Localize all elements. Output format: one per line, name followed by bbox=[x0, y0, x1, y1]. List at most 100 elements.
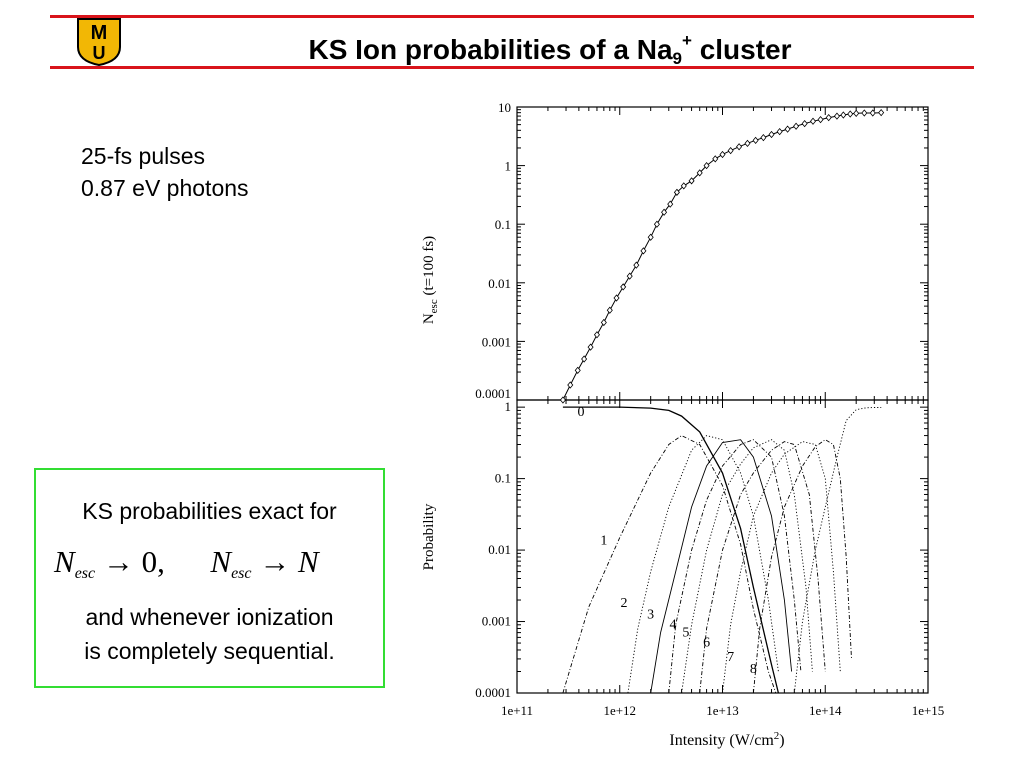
title-suffix: cluster bbox=[691, 34, 792, 65]
curve-label-8: 8 bbox=[750, 662, 757, 677]
nesc-marker bbox=[574, 366, 581, 375]
header-top-rule bbox=[50, 15, 974, 18]
nesc-marker bbox=[793, 122, 800, 130]
top-y-axis-label: Nesc (t=100 fs) bbox=[421, 236, 440, 324]
nesc-marker bbox=[776, 127, 783, 136]
nesc-marker bbox=[878, 109, 885, 117]
nesc-marker bbox=[833, 112, 840, 120]
nesc-marker bbox=[696, 169, 703, 177]
bottom-y-tick-label: 1 bbox=[505, 399, 512, 414]
top-y-tick-label: 0.01 bbox=[488, 276, 511, 291]
limit-formula: Nesc → 0, Nesc → N bbox=[54, 544, 319, 583]
bottom-y-axis-label: Probability bbox=[421, 503, 437, 570]
nesc-marker bbox=[567, 381, 574, 389]
nesc-marker bbox=[620, 283, 627, 291]
note-line-3: and whenever ionization bbox=[85, 604, 334, 630]
bottom-y-tick-label: 0.01 bbox=[488, 542, 511, 557]
nesc-marker bbox=[703, 161, 710, 170]
formula-n-esc-2: N bbox=[210, 544, 232, 579]
title-text: KS Ion probabilities of a Na bbox=[308, 34, 673, 65]
formula-limit-2: N bbox=[298, 544, 319, 579]
nesc-marker bbox=[673, 188, 680, 196]
nesc-marker bbox=[809, 117, 817, 125]
nesc-marker bbox=[647, 233, 654, 241]
nesc-marker bbox=[626, 272, 633, 280]
note-line-4: is completely sequential. bbox=[84, 638, 335, 664]
header-bottom-rule bbox=[50, 66, 974, 69]
x-tick-label: 1e+13 bbox=[706, 703, 739, 718]
nesc-marker bbox=[581, 355, 588, 363]
x-axis-label: Intensity (W/cm2) bbox=[669, 730, 784, 749]
curve-label-3: 3 bbox=[647, 608, 654, 623]
nesc-marker bbox=[653, 220, 660, 228]
probability-curve-3 bbox=[650, 439, 793, 694]
nesc-marker bbox=[712, 155, 719, 163]
probability-curve-4 bbox=[668, 439, 802, 694]
nesc-marker bbox=[680, 182, 687, 190]
nesc-marker bbox=[784, 125, 791, 133]
bottom-plot-frame bbox=[516, 399, 929, 694]
probability-curve-6 bbox=[699, 441, 826, 694]
top-y-tick-label: 0.1 bbox=[495, 217, 511, 232]
nesc-marker bbox=[661, 208, 668, 216]
nesc-marker bbox=[744, 139, 751, 147]
note-footer: and whenever ionization is completely se… bbox=[36, 600, 383, 668]
nesc-marker bbox=[587, 343, 594, 351]
formula-sub-2: esc bbox=[231, 565, 252, 582]
formula-n-esc-1: N bbox=[54, 544, 75, 579]
top-y-label-sub: esc bbox=[428, 299, 440, 313]
nesc-marker bbox=[847, 110, 854, 118]
nesc-marker bbox=[633, 261, 640, 269]
nesc-marker bbox=[853, 109, 860, 117]
probability-curve-8 bbox=[752, 439, 852, 694]
probability-curve-5 bbox=[681, 439, 813, 694]
nesc-marker bbox=[768, 130, 775, 139]
curve-label-6: 6 bbox=[703, 635, 710, 650]
x-tick-label: 1e+12 bbox=[603, 703, 636, 718]
x-tick-label: 1e+14 bbox=[809, 703, 842, 718]
curve-label-2: 2 bbox=[621, 596, 628, 611]
top-y-label-suffix: (t=100 fs) bbox=[421, 236, 437, 299]
curve-label-5: 5 bbox=[682, 625, 689, 640]
logo-letter-m: M bbox=[91, 22, 108, 44]
nesc-marker bbox=[600, 318, 607, 327]
curve-label-4: 4 bbox=[670, 617, 677, 632]
nesc-marker bbox=[760, 134, 767, 142]
note-box: KS probabilities exact for Nesc → 0, Nes… bbox=[34, 468, 385, 688]
probability-curve-1 bbox=[562, 435, 777, 694]
nesc-marker bbox=[861, 109, 868, 117]
pulse-info: 25-fs pulses 0.87 eV photons bbox=[81, 140, 249, 204]
title-subscript: 9 bbox=[672, 49, 682, 68]
x-label-suffix: ) bbox=[779, 732, 784, 749]
probability-curve-0 bbox=[562, 406, 780, 694]
mu-logo-icon: M U bbox=[77, 18, 121, 66]
x-tick-label: 1e+11 bbox=[501, 703, 533, 718]
note-heading: KS probabilities exact for bbox=[82, 498, 337, 524]
nesc-marker bbox=[606, 306, 613, 314]
nesc-marker bbox=[719, 150, 726, 159]
probability-curve-9 bbox=[793, 407, 882, 694]
nesc-marker bbox=[667, 200, 674, 208]
curve-label-7: 7 bbox=[727, 650, 734, 665]
slide-title: KS Ion probabilities of a Na9+ cluster bbox=[200, 24, 900, 76]
bottom-y-tick-label: 0.1 bbox=[495, 471, 511, 486]
nesc-marker bbox=[752, 136, 759, 144]
nesc-marker bbox=[640, 247, 647, 255]
formula-sub-1: esc bbox=[74, 565, 96, 582]
top-y-label-main: N bbox=[421, 313, 437, 324]
nesc-marker bbox=[688, 177, 695, 185]
formula-limit-1: 0, bbox=[141, 544, 165, 579]
nesc-marker bbox=[613, 294, 620, 302]
nesc-marker bbox=[736, 143, 743, 151]
x-label-sup: 2 bbox=[774, 730, 780, 742]
pulse-duration-text: 25-fs pulses bbox=[81, 143, 206, 169]
arrow-icon: → bbox=[259, 544, 291, 579]
curve-label-0: 0 bbox=[578, 405, 585, 420]
top-y-tick-label: 1 bbox=[505, 159, 512, 174]
nesc-marker bbox=[559, 396, 566, 404]
logo-letter-u: U bbox=[93, 43, 106, 63]
top-y-tick-label: 10 bbox=[498, 100, 511, 115]
x-label-main: Intensity (W/cm bbox=[669, 732, 774, 749]
nesc-marker bbox=[817, 115, 824, 124]
top-y-tick-label: 0.0001 bbox=[475, 386, 511, 401]
